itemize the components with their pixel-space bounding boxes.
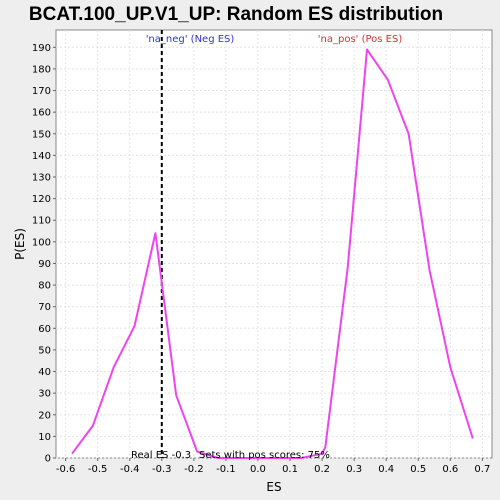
y-tick-label: 80: [38, 281, 51, 292]
pos-scores-text: Sets with pos scores: 75%: [199, 450, 330, 461]
y-tick-label: 40: [38, 367, 51, 378]
y-tick-label: 120: [32, 194, 51, 205]
x-tick-label: 0.7: [474, 464, 490, 475]
grid: [56, 30, 492, 459]
y-axis: 0 10 20 30 40 50 60 70 80 90 100 110 120 130 140 150 160…: [32, 43, 56, 465]
y-tick-label: 90: [38, 259, 51, 270]
y-tick-label: 170: [32, 86, 51, 97]
plot-area: [55, 29, 493, 459]
x-tick-label: -0.2: [184, 464, 204, 475]
y-axis-label: P(ES): [13, 228, 27, 260]
x-tick-label: -0.4: [120, 464, 140, 475]
y-tick-label: 140: [32, 151, 51, 162]
y-tick-label: 20: [38, 410, 51, 421]
series-line: [71, 48, 474, 459]
y-tick-label: 130: [32, 172, 51, 183]
y-tick-label: 60: [38, 324, 51, 335]
x-tick-label: -0.5: [88, 464, 108, 475]
x-axis: -0.6 -0.5 -0.4 -0.3 -0.2 -0.1 0.0 0.1 0.2 0.3 0.4 0…: [56, 458, 490, 475]
y-tick-label: 50: [38, 345, 51, 356]
x-axis-label: ES: [266, 480, 281, 494]
x-tick-label: -0.6: [56, 464, 76, 475]
x-tick-label: 0.4: [378, 464, 394, 475]
x-tick-label: 0.3: [346, 464, 362, 475]
neg-es-label: 'na_neg' (Neg ES): [146, 34, 235, 45]
y-tick-label: 0: [45, 454, 51, 465]
x-tick-label: 0.1: [282, 464, 298, 475]
real-es-text: Real ES -0.3: [131, 450, 191, 461]
series: [71, 48, 474, 459]
x-tick-label: 0.5: [410, 464, 426, 475]
y-tick-label: 150: [32, 129, 51, 140]
y-tick-label: 190: [32, 43, 51, 54]
chart-title: BCAT.100_UP.V1_UP: Random ES distributio…: [29, 4, 443, 25]
y-tick-label: 30: [38, 389, 51, 400]
x-tick-label: -0.3: [152, 464, 172, 475]
y-tick-label: 160: [32, 108, 51, 119]
y-tick-label: 70: [38, 302, 51, 313]
y-tick-label: 180: [32, 64, 51, 75]
y-tick-label: 100: [32, 237, 51, 248]
x-tick-label: 0.2: [314, 464, 330, 475]
x-tick-label: -0.1: [216, 464, 236, 475]
x-tick-label: 0.6: [442, 464, 458, 475]
x-tick-label: 0.0: [250, 464, 266, 475]
y-tick-label: 10: [38, 432, 51, 443]
y-tick-label: 110: [32, 216, 51, 227]
pos-es-label: 'na_pos' (Pos ES): [318, 34, 403, 45]
